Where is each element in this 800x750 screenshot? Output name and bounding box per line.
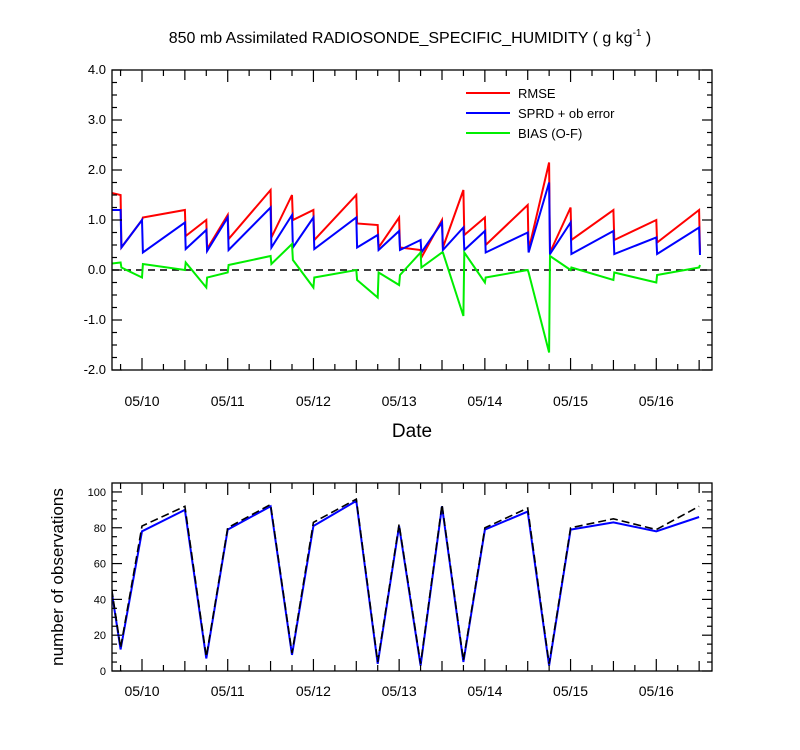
y-axis-title-bottom: number of observations [48, 488, 67, 666]
top-plot-frame [111, 69, 713, 371]
top-xtick-label: 05/14 [467, 393, 502, 409]
bottom-plot-area [112, 497, 700, 666]
chart-title: 850 mb Assimilated RADIOSONDE_SPECIFIC_H… [169, 28, 652, 47]
top-xtick-label: 05/10 [124, 393, 159, 409]
top-plot-area [112, 162, 712, 353]
top-ytick-label: 1.0 [88, 212, 106, 227]
bottom-ytick-label: 20 [94, 630, 106, 642]
bottom-ytick-label: 40 [94, 594, 106, 606]
top-series-sprd-ob-error [112, 182, 701, 258]
top-axes: -2.0 -1.0 0.0 1.0 2.0 3.0 4.0 05/10 05/11 05/12 05… [84, 62, 712, 409]
bottom-axes: 0 20 40 60 80 100 05/10 05/11 05/12 05/13 05/14 05/… [88, 483, 712, 699]
legend-label: RMSE [518, 86, 556, 101]
legend-label: SPRD + ob error [518, 106, 615, 121]
top-series-bias-o-f [112, 241, 701, 353]
top-ytick-label: 4.0 [88, 62, 106, 77]
top-ytick-label: -1.0 [84, 312, 106, 327]
top-ytick-label: 2.0 [88, 162, 106, 177]
top-ytick-label: -2.0 [84, 362, 106, 377]
top-xtick-label: 05/15 [553, 393, 588, 409]
bottom-xtick-label: 05/10 [124, 683, 159, 699]
legend: RMSE SPRD + ob error BIAS (O-F) [466, 86, 615, 141]
bottom-series-used [112, 499, 700, 666]
bottom-ytick-label: 80 [94, 523, 106, 535]
top-ytick-label: 3.0 [88, 112, 106, 127]
top-ytick-label: 0.0 [88, 262, 106, 277]
bottom-xtick-label: 05/14 [467, 683, 502, 699]
bottom-series-possible [112, 497, 700, 664]
bottom-xtick-label: 05/16 [639, 683, 674, 699]
legend-label: BIAS (O-F) [518, 126, 582, 141]
top-xtick-label: 05/11 [211, 393, 245, 409]
bottom-xtick-label: 05/15 [553, 683, 588, 699]
bottom-ytick-label: 60 [94, 559, 106, 571]
bottom-xtick-label: 05/12 [296, 683, 331, 699]
bottom-ytick-label: 100 [88, 487, 106, 499]
top-xtick-label: 05/12 [296, 393, 331, 409]
top-series-rmse [112, 162, 701, 261]
bottom-plot-frame [111, 482, 713, 672]
x-axis-title: Date [392, 421, 432, 442]
bottom-xtick-label: 05/11 [211, 683, 245, 699]
bottom-ytick-label: 0 [100, 666, 106, 678]
top-xtick-label: 05/16 [639, 393, 674, 409]
top-xtick-label: 05/13 [382, 393, 417, 409]
bottom-xtick-label: 05/13 [382, 683, 417, 699]
